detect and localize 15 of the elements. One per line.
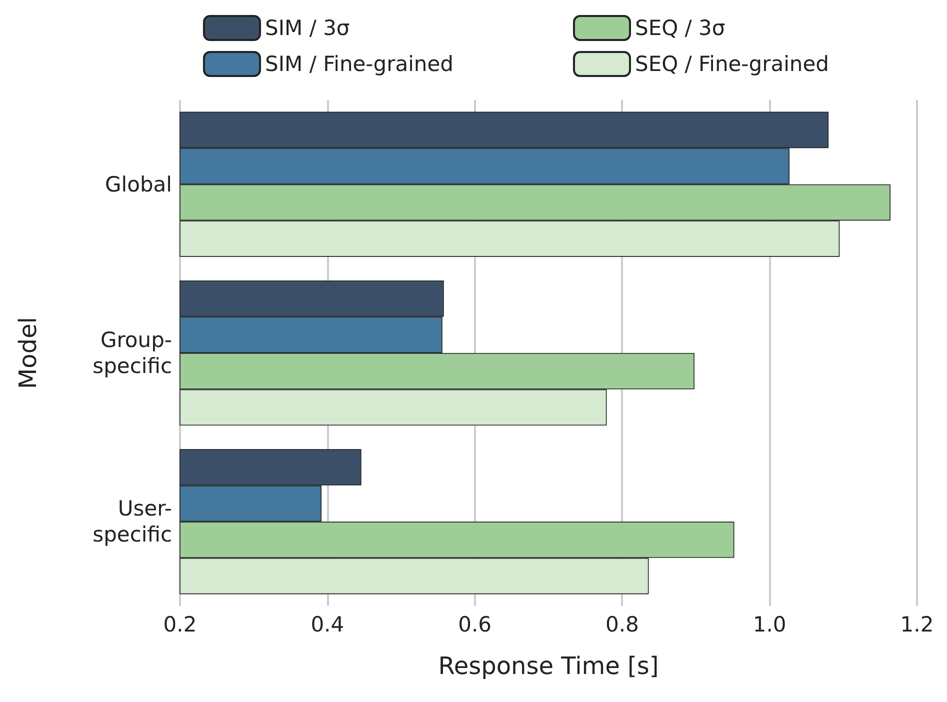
x-tick-label: 0.4 [310,612,344,636]
legend-label: SIM / 3σ [265,16,350,40]
y-tick-label: Global [105,172,172,196]
legend-label: SEQ / 3σ [635,16,726,40]
x-axis-title: Response Time [s] [438,652,659,680]
x-tick-label: 0.6 [458,612,492,636]
y-tick-label: User-specific [92,496,172,547]
x-tick-label: 0.2 [163,612,197,636]
legend-label: SIM / Fine-grained [265,52,454,76]
y-tick-label: Group-specific [92,328,172,378]
x-tick-label: 1.0 [752,612,786,636]
x-tick-label: 0.8 [605,612,639,636]
y-axis-title: Model [14,316,42,390]
legend-label: SEQ / Fine-grained [635,52,829,76]
x-tick-label: 1.2 [900,612,934,636]
